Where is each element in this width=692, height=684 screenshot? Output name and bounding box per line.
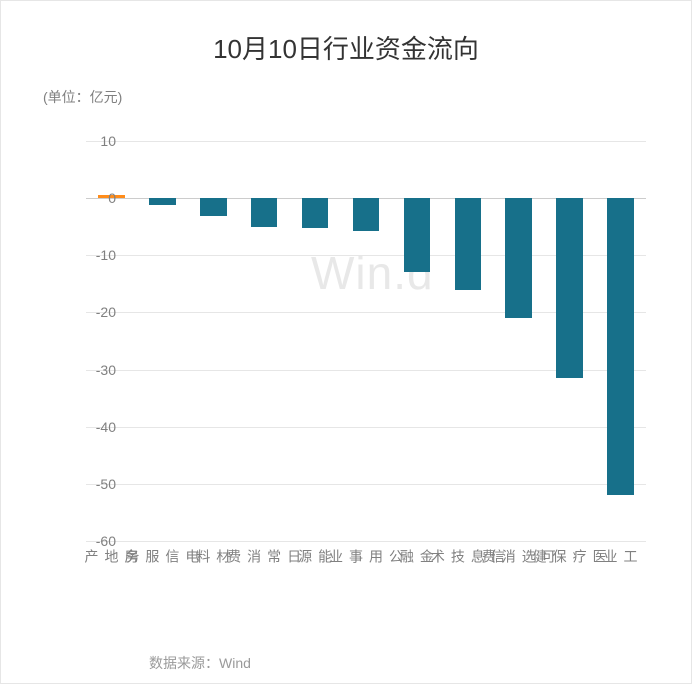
x-tick-label: 公用事业: [326, 549, 406, 564]
bar: [505, 198, 531, 318]
plot-area: [86, 141, 646, 541]
unit-label: (单位：亿元): [43, 87, 122, 107]
bar: [200, 198, 226, 216]
bar: [607, 198, 633, 495]
y-tick-label: -60: [96, 533, 116, 549]
x-tick-label: 工业: [601, 549, 641, 564]
chart-container: 10月10日行业资金流向 (单位：亿元) Win.d 房地产电信服务材料日常消费…: [0, 0, 692, 684]
source-label: 数据来源：Wind: [149, 653, 251, 673]
y-tick-label: -30: [96, 362, 116, 378]
bar: [404, 198, 430, 272]
y-tick-label: -10: [96, 247, 116, 263]
bar: [455, 198, 481, 289]
y-tick-label: -40: [96, 419, 116, 435]
bar: [251, 198, 277, 227]
bar: [149, 198, 175, 205]
y-tick-label: -50: [96, 476, 116, 492]
x-tick-label: 日常消费: [224, 549, 304, 564]
chart-title: 10月10日行业资金流向: [1, 1, 691, 66]
bars-group: [86, 141, 646, 541]
x-tick-label: 电信服务: [122, 549, 202, 564]
y-tick-label: -20: [96, 304, 116, 320]
bar: [302, 198, 328, 228]
bar: [556, 198, 582, 378]
gridline: [86, 541, 646, 542]
x-tick-label: 医疗保健: [530, 549, 610, 564]
y-tick-label: 10: [100, 133, 116, 149]
y-tick-label: 0: [108, 190, 116, 206]
bar: [353, 198, 379, 231]
